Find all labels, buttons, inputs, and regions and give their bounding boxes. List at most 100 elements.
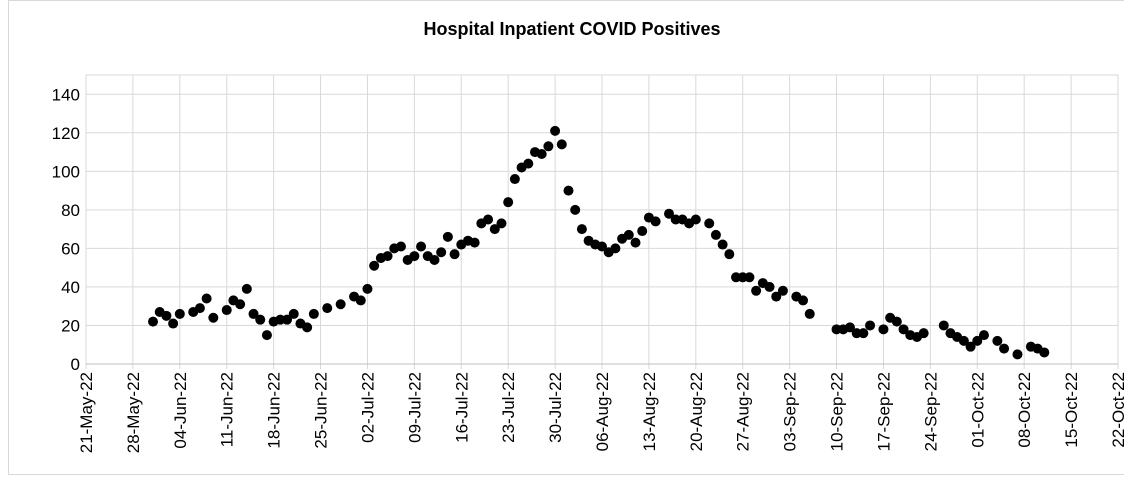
point [221,305,232,316]
point [891,316,902,327]
point [302,322,313,333]
x-tick-label: 03-Sep-22 [781,372,800,451]
point [744,272,755,283]
chart-frame [8,0,1124,475]
x-tick-label: 28-May-22 [124,372,143,453]
point [235,299,246,310]
point [710,229,721,240]
point [248,308,259,319]
point [201,293,212,304]
point [878,324,889,335]
point [650,216,661,227]
point [409,251,420,262]
point [1039,347,1050,358]
point [804,308,815,319]
x-tick-label: 06-Aug-22 [593,372,612,451]
point [764,281,775,292]
y-tick-label: 60 [61,239,80,258]
point [416,241,427,252]
point [255,314,266,325]
point [148,316,159,327]
point [610,243,621,254]
point [261,330,272,341]
point [288,308,299,319]
point [965,341,976,352]
x-tick-label: 11-Jun-22 [218,372,237,447]
point [704,218,715,229]
point [194,303,205,314]
point [208,312,219,323]
point [168,318,179,329]
point [429,254,440,265]
point [469,237,480,248]
point [597,241,607,252]
point [771,291,782,302]
point [865,320,876,331]
point [1012,349,1023,360]
point [858,328,869,339]
x-tick-label: 02-Jul-22 [358,372,377,443]
x-tick-label: 23-Jul-22 [499,372,518,443]
x-tick-label: 30-Jul-22 [546,372,565,443]
point [322,303,333,314]
point [449,249,460,260]
y-tick-label: 40 [61,278,80,297]
x-tick-label: 27-Aug-22 [734,372,753,451]
x-tick-label: 15-Oct-22 [1062,372,1081,448]
point [637,226,648,237]
x-tick-label: 17-Sep-22 [874,372,893,451]
x-tick-label: 16-Jul-22 [452,372,471,443]
point [543,141,554,152]
point [563,185,574,196]
point [241,283,252,294]
point [282,314,293,325]
y-tick-label: 140 [52,85,80,104]
x-tick-label: 18-Jun-22 [265,372,284,449]
point [550,125,561,136]
point [308,308,319,319]
y-tick-label: 0 [71,355,80,374]
point [938,320,949,331]
point [978,330,989,341]
y-tick-label: 100 [52,162,80,181]
point [992,335,1003,346]
point [570,204,581,215]
x-tick-label: 24-Sep-22 [921,372,940,451]
point [496,218,507,229]
point [724,249,735,260]
point [483,214,494,225]
x-tick-label: 10-Sep-22 [828,372,847,451]
point [335,299,346,310]
point [174,308,185,319]
point [489,224,500,235]
point [355,295,366,306]
point [536,148,547,159]
y-tick-label: 20 [61,316,80,335]
y-tick-label: 120 [52,124,80,143]
point [369,260,380,271]
point [751,285,762,296]
chart-title: Hospital Inpatient COVID Positives [423,19,720,39]
point [556,139,567,150]
point [623,229,634,240]
point [630,237,641,248]
point [576,224,587,235]
point [362,283,373,294]
point [844,322,855,333]
point [798,295,809,306]
point [972,335,983,346]
point [395,241,406,252]
point [717,239,728,250]
x-tick-label: 04-Jun-22 [171,372,190,449]
x-tick-label: 08-Oct-22 [1015,372,1034,448]
point [898,324,909,335]
x-tick-label: 13-Aug-22 [640,372,659,451]
point [503,197,514,208]
x-tick-label: 22-Oct-22 [1109,372,1124,448]
y-tick-label: 80 [61,201,80,220]
point [958,335,969,346]
point [436,247,447,258]
point [690,214,701,225]
